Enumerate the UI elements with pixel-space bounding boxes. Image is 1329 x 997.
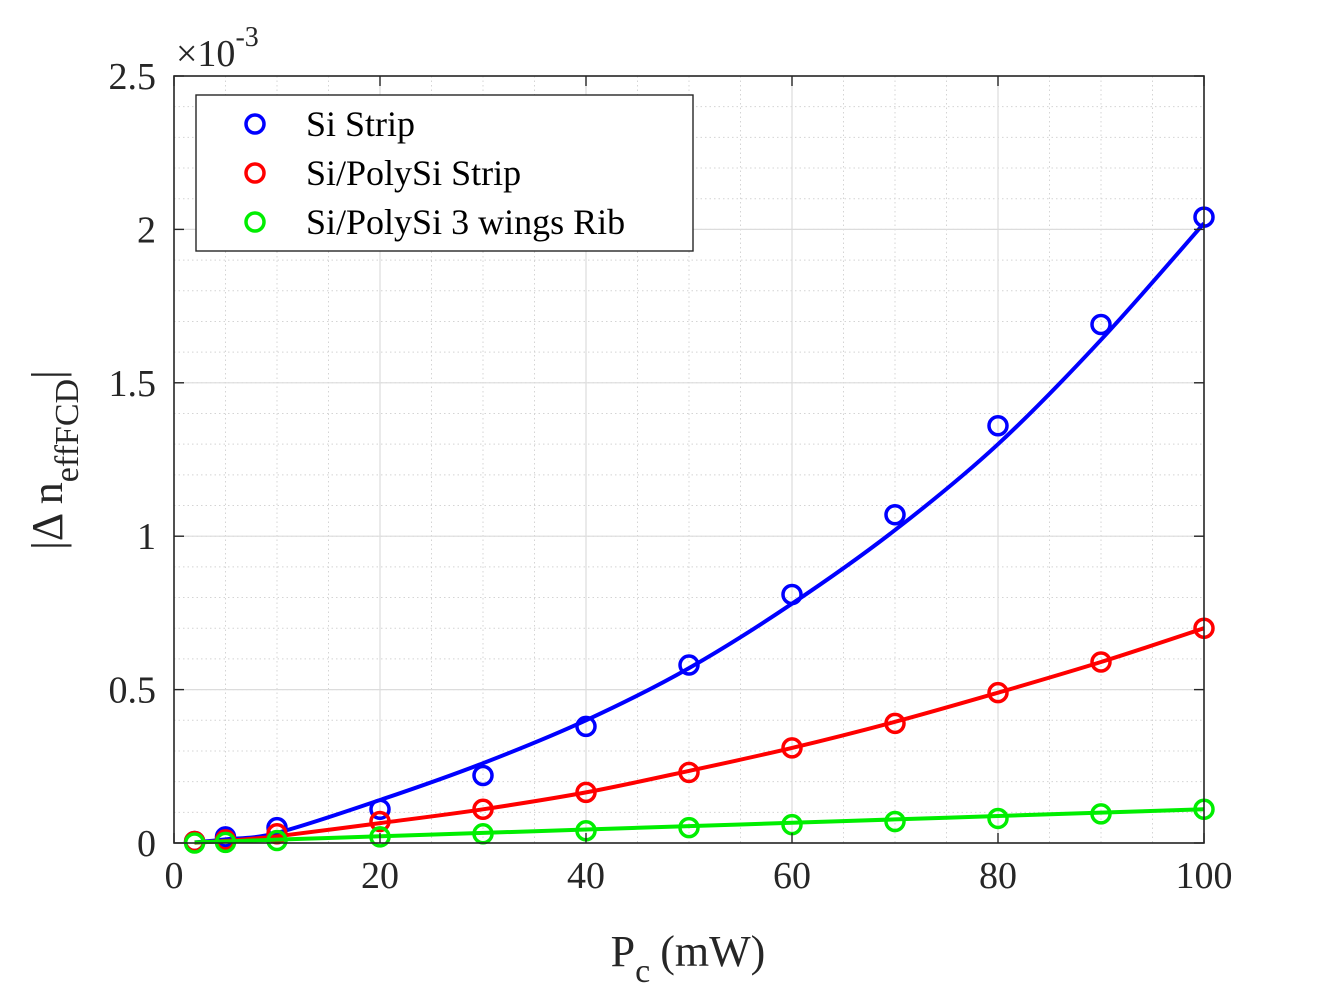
y-tick-label: 1.5	[109, 363, 157, 405]
y-axis-title: |Δ neffFCD|	[23, 370, 86, 550]
y-exponent-label: ×10-3	[176, 22, 259, 75]
y-tick-label: 0	[137, 823, 156, 865]
data-point-si-polysi-3-wings-rib	[369, 826, 391, 848]
data-point-si-strip	[1090, 313, 1112, 336]
y-tick-label: 0.5	[109, 670, 157, 712]
y-tick-label: 1	[137, 516, 156, 558]
legend-label: Si Strip	[306, 104, 415, 144]
data-point-si-strip	[472, 764, 494, 787]
data-point-si-polysi-3-wings-rib	[884, 810, 906, 833]
legend-item-si-polysi-3-wings-rib: Si/PolySi 3 wings Rib	[244, 202, 625, 242]
axis-ticks	[173, 75, 1205, 844]
legend-box	[195, 94, 694, 252]
x-tick-label: 100	[1176, 855, 1233, 897]
data-point-si-strip	[369, 798, 391, 821]
data-point-si-strip	[884, 503, 906, 526]
legend-label: Si/PolySi 3 wings Rib	[306, 202, 625, 242]
data-point-si-polysi-strip	[369, 810, 391, 833]
x-tick-label: 80	[979, 855, 1017, 897]
y-tick-label: 2.5	[109, 56, 157, 98]
legend: Si Strip Si/PolySi Strip Si/PolySi 3 wings…	[195, 94, 694, 252]
data-point-si-polysi-3-wings-rib	[987, 807, 1009, 830]
x-tick-label: 60	[773, 855, 811, 897]
tick-labels: 0 20 40 60 80 100 0 0.5 1 1.5 2 2.5	[109, 56, 1233, 897]
legend-item-si-strip: Si Strip	[244, 104, 415, 144]
legend-item-si-polysi-strip: Si/PolySi Strip	[244, 153, 521, 193]
data-point-si-polysi-3-wings-rib	[266, 829, 288, 852]
data-point-si-polysi-strip	[987, 681, 1009, 704]
data-point-si-polysi-strip	[1090, 651, 1112, 673]
data-point-si-polysi-strip	[575, 781, 597, 804]
fit-line-si-polysi-3-wings-rib	[194, 807, 1205, 845]
legend-marker	[244, 113, 266, 135]
legend-marker	[244, 211, 266, 233]
data-point-si-strip	[678, 654, 700, 676]
series-si-strip	[183, 206, 1215, 853]
fit-line-si-polysi-strip	[194, 626, 1205, 845]
data-point-si-polysi-3-wings-rib	[1090, 803, 1112, 825]
y-tick-label: 2	[137, 209, 156, 251]
data-point-si-polysi-3-wings-rib	[678, 816, 700, 839]
data-point-si-polysi-strip	[678, 761, 700, 784]
x-tick-label: 40	[567, 855, 605, 897]
legend-marker	[244, 162, 266, 184]
legend-label: Si/PolySi Strip	[306, 153, 521, 193]
fit-line-si-strip	[194, 221, 1206, 845]
axes-box	[173, 75, 1205, 844]
data-point-si-strip	[575, 715, 597, 738]
x-tick-label: 20	[361, 855, 399, 897]
data-point-si-strip	[781, 583, 803, 606]
data-point-si-polysi-strip	[884, 712, 906, 735]
data-point-si-polysi-strip	[472, 798, 494, 821]
x-tick-label: 0	[165, 855, 184, 897]
data-point-si-polysi-strip	[781, 737, 803, 759]
x-axis-title: Pc (mW)	[611, 927, 766, 990]
data-point-si-strip	[987, 415, 1009, 437]
